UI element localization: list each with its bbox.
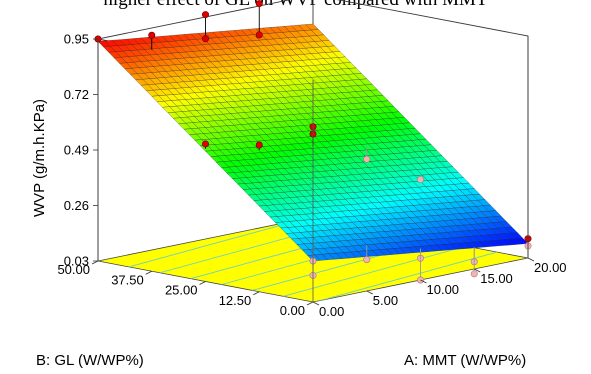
y-tick-label: 0.00 — [280, 303, 305, 318]
data-point — [148, 31, 156, 39]
data-point — [470, 270, 478, 278]
data-point — [363, 155, 371, 163]
y-tick-label: 50.00 — [57, 262, 90, 277]
tick-labels: 0.03 0.26 0.49 0.72 0.95 0.00 12.50 25.00 37.50 5… — [57, 32, 566, 320]
floor-contour-line — [283, 245, 467, 297]
y-tick-label: 25.00 — [165, 283, 198, 298]
data-point — [416, 176, 424, 184]
y-tick-label: 37.50 — [111, 272, 144, 287]
data-point — [202, 140, 210, 148]
y-tick-mark — [199, 281, 206, 285]
x-tick-mark — [527, 257, 535, 262]
x-tick-label: 15.00 — [480, 271, 513, 286]
data-point — [202, 35, 210, 43]
y-tick-mark — [253, 291, 260, 296]
data-point — [255, 31, 263, 39]
z-tick-label: 0.03 — [64, 254, 89, 269]
y-tick-mark — [306, 301, 314, 306]
x-tick-mark — [366, 290, 373, 295]
z-tick-label: 0.72 — [64, 87, 89, 102]
y-tick-mark — [145, 270, 152, 275]
data-point — [363, 256, 371, 264]
caption-text: higher effect of GL on WVP compared with… — [0, 0, 591, 11]
z-axis-label: WVP (g/m.h.KPa) — [31, 99, 48, 217]
z-tick-label: 0.26 — [64, 198, 89, 213]
design-points — [94, 0, 532, 284]
x-tick-label: 10.00 — [427, 282, 460, 297]
data-point — [255, 0, 263, 8]
x-tick-mark — [474, 268, 481, 273]
x-tick-mark — [420, 279, 427, 284]
x-tick-label: 5.00 — [373, 293, 398, 308]
z-tick-label: 0.95 — [64, 32, 89, 47]
y-axis-label: B: GL (W/WP%) — [36, 352, 144, 369]
x-axis-label: A: MMT (W/WP%) — [404, 352, 526, 369]
data-point — [202, 11, 210, 19]
y-tick-label: 12.50 — [219, 293, 252, 308]
x-tick-mark — [312, 301, 320, 306]
y-tick-mark — [91, 260, 99, 265]
response-surface — [97, 23, 529, 262]
z-tick-label: 0.49 — [64, 143, 89, 158]
data-point — [255, 141, 263, 149]
floor-contour-line — [313, 251, 498, 302]
x-tick-label: 0.00 — [319, 304, 344, 319]
x-tick-label: 20.00 — [534, 260, 567, 275]
